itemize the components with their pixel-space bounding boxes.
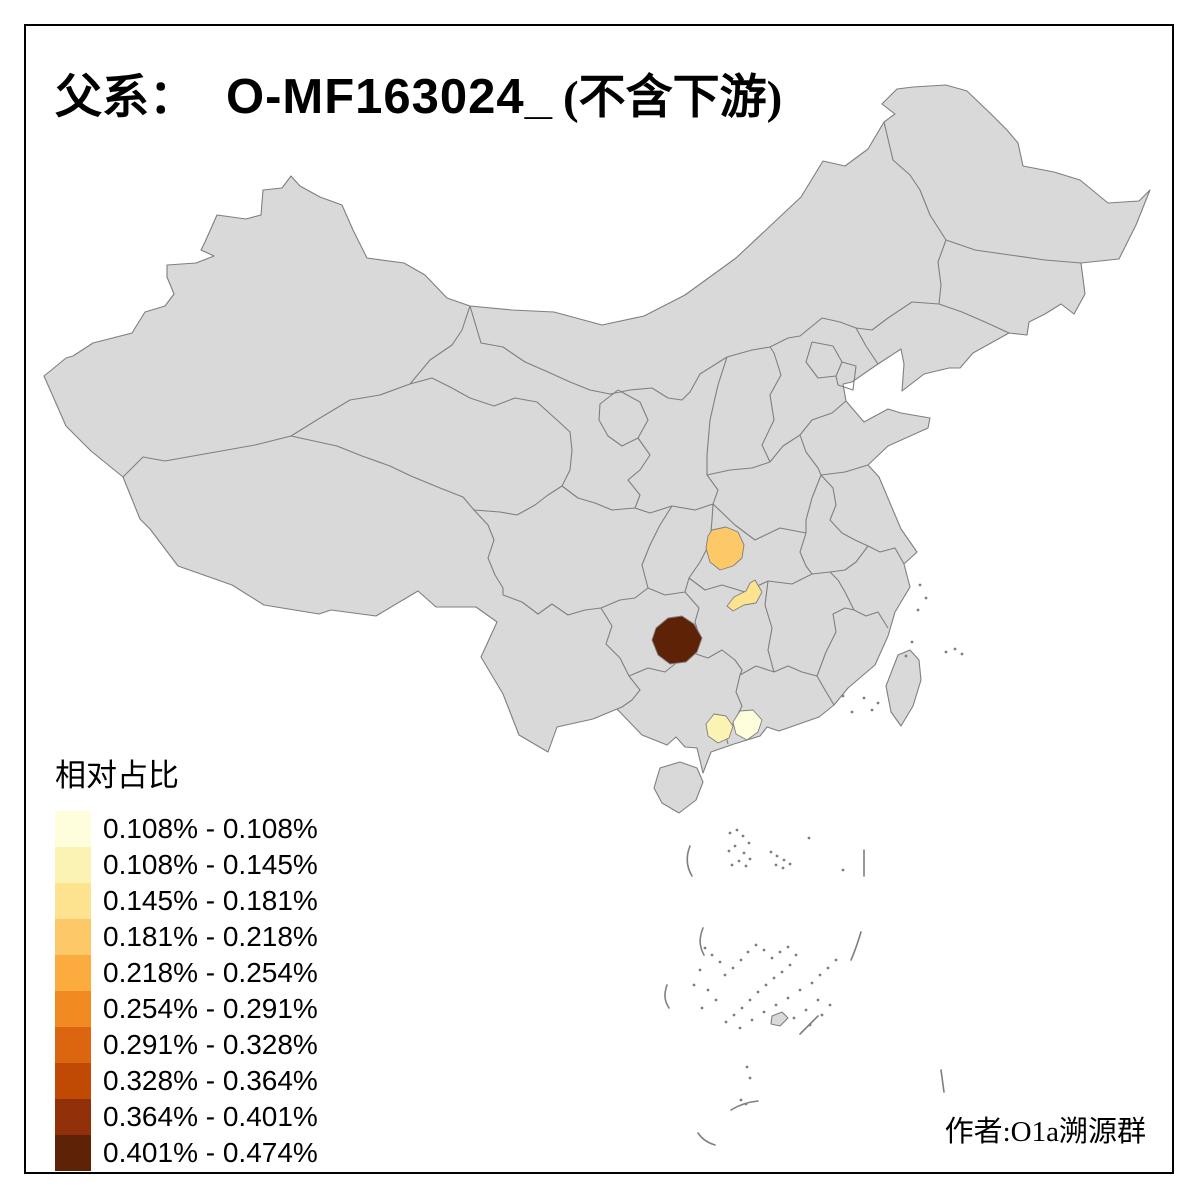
legend-item: 0.328% - 0.364% <box>55 1063 318 1099</box>
legend-item: 0.291% - 0.328% <box>55 1027 318 1063</box>
page-title: 父系： O-MF163024_ (不含下游) <box>55 58 782 127</box>
legend-swatch <box>55 811 91 847</box>
legend: 相对占比 0.108% - 0.108% 0.108% - 0.145% 0.145… <box>55 750 318 1171</box>
legend-label: 0.108% - 0.145% <box>103 849 318 880</box>
legend-swatch <box>55 847 91 883</box>
title-haplogroup: O-MF163024_ <box>226 70 553 124</box>
legend-label: 0.218% - 0.254% <box>103 957 318 988</box>
author-credit: 作者:O1a溯源群 <box>944 1116 1146 1148</box>
legend-label: 0.145% - 0.181% <box>103 885 318 916</box>
legend-label: 0.291% - 0.328% <box>103 1029 318 1060</box>
legend-swatch <box>55 1063 91 1099</box>
legend-label: 0.401% - 0.474% <box>103 1137 318 1168</box>
highlighted-region-5[interactable] <box>732 709 763 741</box>
highlighted-region-2[interactable] <box>726 579 763 612</box>
legend-label: 0.328% - 0.364% <box>103 1065 318 1096</box>
highlighted-region-4[interactable] <box>705 713 734 744</box>
legend-label: 0.181% - 0.218% <box>103 921 318 952</box>
legend-item: 0.401% - 0.474% <box>55 1135 318 1171</box>
legend-swatch <box>55 1099 91 1135</box>
legend-item: 0.218% - 0.254% <box>55 955 318 991</box>
south-sea-island <box>770 1011 789 1027</box>
legend-label: 0.254% - 0.291% <box>103 993 318 1024</box>
legend-item: 0.254% - 0.291% <box>55 991 318 1027</box>
legend-swatch <box>55 883 91 919</box>
sea-islets <box>692 583 964 1106</box>
legend-swatch <box>55 955 91 991</box>
legend-swatch <box>55 1027 91 1063</box>
legend-label: 0.108% - 0.108% <box>103 813 318 844</box>
highlighted-regions <box>651 526 763 744</box>
china-mainland <box>43 84 1151 774</box>
taiwan-island <box>885 649 922 727</box>
legend-label: 0.364% - 0.401% <box>103 1101 318 1132</box>
legend-item: 0.181% - 0.218% <box>55 919 318 955</box>
legend-swatch <box>55 991 91 1027</box>
legend-title: 相对占比 <box>55 758 179 793</box>
legend-swatch <box>55 1135 91 1171</box>
hainan-island <box>653 761 704 814</box>
province-borders <box>122 121 1082 745</box>
nine-dash-line <box>664 845 945 1146</box>
highlighted-region-1[interactable] <box>705 526 745 571</box>
title-prefix: 父系： <box>55 72 196 124</box>
legend-item: 0.108% - 0.145% <box>55 847 318 883</box>
legend-item: 0.364% - 0.401% <box>55 1099 318 1135</box>
legend-item: 0.145% - 0.181% <box>55 883 318 919</box>
legend-rows: 0.108% - 0.108% 0.108% - 0.145% 0.145% - 0… <box>55 811 318 1171</box>
highlighted-region-3[interactable] <box>651 615 703 665</box>
legend-swatch <box>55 919 91 955</box>
title-suffix: (不含下游) <box>562 72 783 124</box>
legend-item: 0.108% - 0.108% <box>55 811 318 847</box>
